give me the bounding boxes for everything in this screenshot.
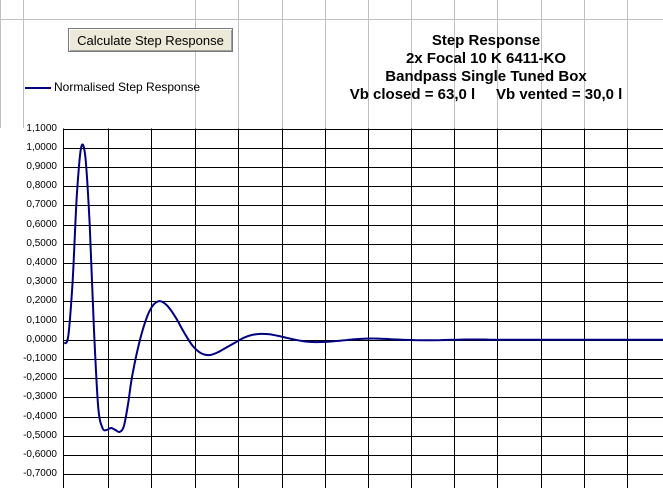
y-tick-label: -0,4000 [23, 410, 57, 422]
calculate-step-response-button[interactable]: Calculate Step Response [68, 28, 233, 52]
y-tick-label: 0,8000 [26, 180, 57, 192]
legend: Normalised Step Response [25, 80, 200, 94]
chart-title-line1: Step Response [431, 32, 541, 49]
chart-title-line4: Vb closed = 63,0 l Vb vented = 30,0 l [349, 86, 623, 103]
y-tick-label: 0,3000 [26, 276, 57, 288]
legend-label: Normalised Step Response [54, 80, 201, 94]
y-tick-label: 0,5000 [26, 237, 57, 249]
y-tick-label: 0,9000 [26, 160, 57, 172]
y-tick-label: -0,1000 [23, 352, 57, 364]
y-tick-label: -0,6000 [23, 448, 57, 460]
y-tick-label: 0,2000 [26, 295, 57, 307]
y-tick-label: 1,0000 [26, 141, 57, 153]
series-line-normalised-step-response [63, 143, 663, 434]
chart-title-line3: Bandpass Single Tuned Box [385, 68, 587, 85]
y-tick-label: 0,7000 [26, 199, 57, 211]
y-tick-label: 0,1000 [26, 314, 57, 326]
y-tick-label: -0,3000 [23, 391, 57, 403]
y-tick-label: 0,0000 [26, 333, 57, 345]
y-tick-label: -0,5000 [23, 429, 57, 441]
chart-title: Step Response 2x Focal 10 K 6411-KO Band… [330, 32, 642, 104]
y-tick-label: 1,1000 [26, 122, 57, 134]
y-tick-label: 0,6000 [26, 218, 57, 230]
legend-swatch [25, 86, 51, 89]
y-tick-label: -0,7000 [23, 468, 57, 480]
chart-title-line2: 2x Focal 10 K 6411-KO [405, 50, 567, 67]
y-tick-label: 0,4000 [26, 256, 57, 268]
y-tick-label: -0,2000 [23, 372, 57, 384]
